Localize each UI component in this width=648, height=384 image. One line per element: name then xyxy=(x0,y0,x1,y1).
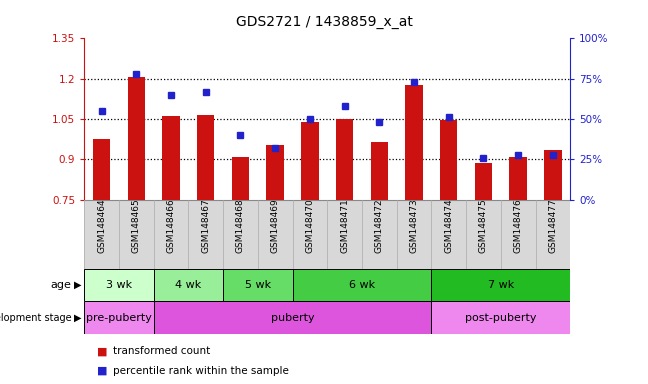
Bar xyxy=(406,86,422,200)
Text: 3 wk: 3 wk xyxy=(106,280,132,290)
Bar xyxy=(432,269,570,301)
Text: GDS2721 / 1438859_x_at: GDS2721 / 1438859_x_at xyxy=(236,15,412,29)
Bar xyxy=(84,301,154,334)
Bar xyxy=(509,157,527,200)
Text: transformed count: transformed count xyxy=(113,346,211,356)
Text: development stage: development stage xyxy=(0,313,71,323)
Bar xyxy=(336,119,353,200)
Bar xyxy=(154,301,432,334)
Bar xyxy=(371,142,388,200)
Text: 7 wk: 7 wk xyxy=(488,280,514,290)
Text: 5 wk: 5 wk xyxy=(245,280,271,290)
Text: ■: ■ xyxy=(97,366,108,376)
Text: ▶: ▶ xyxy=(73,280,81,290)
Bar xyxy=(292,269,432,301)
Text: ■: ■ xyxy=(97,346,108,356)
Bar xyxy=(197,115,214,200)
Text: post-puberty: post-puberty xyxy=(465,313,537,323)
Bar xyxy=(128,78,145,200)
Bar xyxy=(163,116,179,200)
Text: 6 wk: 6 wk xyxy=(349,280,375,290)
Text: puberty: puberty xyxy=(271,313,314,323)
Bar xyxy=(301,122,319,200)
Text: age: age xyxy=(51,280,71,290)
Bar xyxy=(544,150,562,200)
Bar xyxy=(93,139,110,200)
Bar xyxy=(475,164,492,200)
Text: percentile rank within the sample: percentile rank within the sample xyxy=(113,366,289,376)
Bar xyxy=(154,269,223,301)
Bar xyxy=(266,145,284,200)
Bar xyxy=(432,301,570,334)
Text: pre-puberty: pre-puberty xyxy=(86,313,152,323)
Bar xyxy=(440,121,457,200)
Bar xyxy=(223,269,292,301)
Text: 4 wk: 4 wk xyxy=(175,280,202,290)
Bar xyxy=(84,269,154,301)
Text: ▶: ▶ xyxy=(73,313,81,323)
Bar xyxy=(232,157,249,200)
